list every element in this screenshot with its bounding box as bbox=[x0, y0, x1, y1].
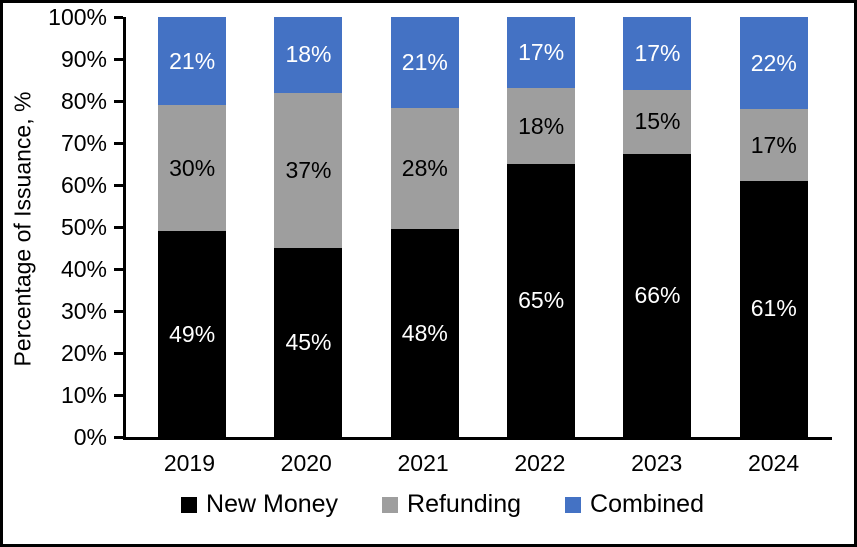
y-tick-mark bbox=[114, 100, 123, 103]
bar-segment-label: 21% bbox=[401, 48, 448, 75]
bar-segment-label: 30% bbox=[169, 154, 216, 181]
bar-segment-new-money-2021: 48% bbox=[390, 229, 459, 437]
y-tick-label-40: 40% bbox=[60, 256, 107, 282]
plot-area: 21% 30% 49% 18% 37% 45% 21% 28% 48% 17% 18% 65% 17% 1… bbox=[123, 17, 832, 440]
bar-slot-2020: 18% 37% 45% bbox=[250, 17, 366, 437]
y-tick-label-0: 0% bbox=[73, 424, 107, 450]
y-tick-label-10: 10% bbox=[60, 382, 107, 408]
y-tick-mark bbox=[114, 268, 123, 271]
bar-segment-label: 61% bbox=[750, 295, 797, 322]
bar-segment-label: 17% bbox=[634, 39, 681, 66]
bar-slot-2019: 21% 30% 49% bbox=[134, 17, 250, 437]
bar-2022: 17% 18% 65% bbox=[507, 17, 576, 437]
bar-segment-label: 18% bbox=[285, 41, 332, 68]
y-tick-label-80: 80% bbox=[60, 88, 107, 114]
bar-segment-combined-2022: 17% bbox=[507, 17, 576, 89]
x-tick-label-2022: 2022 bbox=[514, 450, 566, 476]
bar-segment-label: 22% bbox=[750, 49, 797, 76]
legend-color-swatch bbox=[181, 496, 198, 513]
bar-segment-refunding-2019: 30% bbox=[158, 105, 227, 232]
y-tick-mark bbox=[114, 226, 123, 229]
y-axis: 0% 10% 20% 30% 40% 50% 60% 70% 80% 90% 100% bbox=[43, 4, 123, 450]
bar-segment-label: 18% bbox=[518, 112, 565, 139]
y-tick-label-30: 30% bbox=[60, 298, 107, 324]
bar-segment-label: 65% bbox=[518, 286, 565, 313]
y-tick-label-50: 50% bbox=[60, 214, 107, 240]
bar-segment-refunding-2020: 37% bbox=[274, 92, 343, 248]
bar-segment-label: 21% bbox=[169, 47, 216, 74]
bar-2020: 18% 37% 45% bbox=[274, 17, 343, 437]
y-tick-mark bbox=[114, 352, 123, 355]
bar-segment-refunding-2022: 18% bbox=[507, 88, 576, 164]
bar-slot-2023: 17% 15% 66% bbox=[599, 17, 715, 437]
y-tick-label-70: 70% bbox=[60, 130, 107, 156]
bar-2021: 21% 28% 48% bbox=[390, 17, 459, 437]
chart-body: Percentage of Issuance, % 0% 10% 20% 30% 40%… bbox=[3, 3, 854, 477]
bar-segment-refunding-2021: 28% bbox=[390, 107, 459, 230]
legend-label: Combined bbox=[590, 490, 704, 518]
bar-2024: 22% 17% 61% bbox=[739, 17, 808, 437]
x-tick-label-2021: 2021 bbox=[397, 450, 449, 476]
x-tick-label-2023: 2023 bbox=[631, 450, 683, 476]
bar-segment-label: 37% bbox=[285, 156, 332, 183]
y-tick-label-60: 60% bbox=[60, 172, 107, 198]
y-tick-mark bbox=[114, 142, 123, 145]
bar-segment-combined-2024: 22% bbox=[739, 17, 808, 110]
bar-slot-2024: 22% 17% 61% bbox=[716, 17, 832, 437]
y-axis-title: Percentage of Issuance, % bbox=[9, 91, 36, 366]
bar-segment-label: 15% bbox=[634, 108, 681, 135]
bar-segment-combined-2021: 21% bbox=[390, 17, 459, 108]
legend-color-swatch bbox=[382, 496, 399, 513]
bar-segment-new-money-2019: 49% bbox=[158, 231, 227, 437]
y-axis-title-column: Percentage of Issuance, % bbox=[3, 17, 43, 440]
y-tick-label-100: 100% bbox=[48, 4, 107, 30]
bar-segment-label: 17% bbox=[750, 131, 797, 158]
bar-2023: 17% 15% 66% bbox=[623, 17, 692, 437]
bar-segment-new-money-2022: 65% bbox=[507, 163, 576, 437]
bar-segment-combined-2023: 17% bbox=[623, 17, 692, 90]
bar-segment-label: 17% bbox=[518, 39, 565, 66]
legend-item-refunding: Refunding bbox=[382, 490, 521, 519]
x-axis-labels: 2019 2020 2021 2022 2023 2024 bbox=[123, 449, 832, 477]
y-tick-mark bbox=[114, 16, 123, 19]
legend-item-new-money: New Money bbox=[181, 490, 338, 519]
bar-2019: 21% 30% 49% bbox=[158, 17, 227, 437]
bar-segment-new-money-2020: 45% bbox=[274, 247, 343, 437]
bar-segment-combined-2020: 18% bbox=[274, 17, 343, 93]
legend: New Money Refunding Combined bbox=[17, 490, 854, 519]
x-tick-label-2024: 2024 bbox=[747, 450, 800, 476]
y-tick-label-20: 20% bbox=[60, 340, 107, 366]
bar-segment-label: 48% bbox=[401, 319, 448, 346]
y-tick-mark bbox=[114, 310, 123, 313]
bar-segment-label: 66% bbox=[634, 282, 681, 309]
y-tick-label-90: 90% bbox=[60, 46, 107, 72]
bar-segment-refunding-2024: 17% bbox=[739, 109, 808, 181]
legend-label: New Money bbox=[206, 490, 339, 518]
plot-wrap: 21% 30% 49% 18% 37% 45% 21% 28% 48% 17% 18% 65% 17% 1… bbox=[123, 17, 832, 477]
x-tick-label-2019: 2019 bbox=[163, 450, 215, 476]
legend-label: Refunding bbox=[407, 490, 522, 518]
legend-color-swatch bbox=[565, 496, 582, 513]
y-tick-mark bbox=[114, 184, 123, 187]
bar-slot-2021: 21% 28% 48% bbox=[367, 17, 483, 437]
bar-segment-label: 49% bbox=[169, 320, 216, 347]
bar-segment-label: 28% bbox=[401, 155, 448, 182]
legend-item-combined: Combined bbox=[565, 490, 704, 519]
bar-segment-refunding-2023: 15% bbox=[623, 89, 692, 155]
y-tick-mark bbox=[114, 436, 123, 439]
bar-segment-combined-2019: 21% bbox=[158, 17, 227, 106]
y-tick-mark bbox=[114, 394, 123, 397]
bar-slot-2022: 17% 18% 65% bbox=[483, 17, 599, 437]
bar-segment-new-money-2023: 66% bbox=[623, 154, 692, 437]
x-tick-label-2020: 2020 bbox=[280, 450, 332, 476]
y-tick-mark bbox=[114, 58, 123, 61]
bar-segment-new-money-2024: 61% bbox=[739, 180, 808, 437]
bar-segment-label: 45% bbox=[285, 328, 332, 355]
